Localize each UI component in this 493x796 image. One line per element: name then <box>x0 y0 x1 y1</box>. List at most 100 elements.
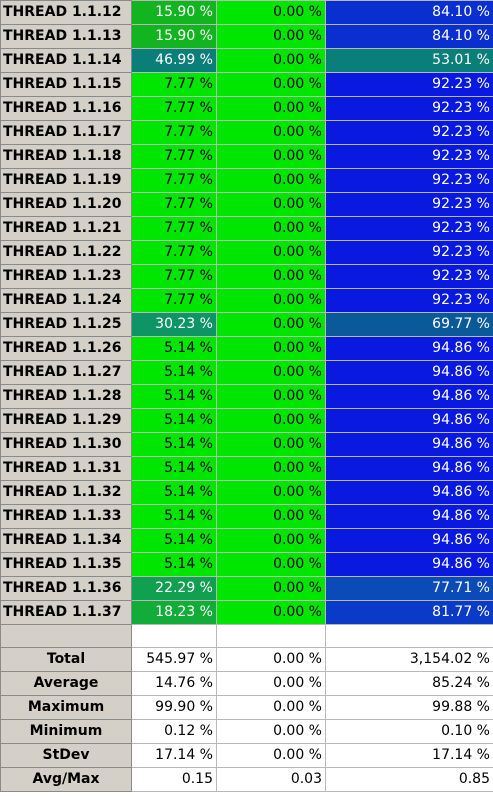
table-row[interactable]: THREAD 1.1.28 5.14 % 0.00 % 94.86 % <box>0 384 493 409</box>
thread-name: THREAD 1.1.22 <box>0 240 132 265</box>
cell-col3: 94.86 % <box>325 504 493 529</box>
thread-name: THREAD 1.1.23 <box>0 264 132 289</box>
table-row[interactable]: THREAD 1.1.30 5.14 % 0.00 % 94.86 % <box>0 432 493 457</box>
cell-col3: 77.71 % <box>325 576 493 601</box>
cell-col3: 94.86 % <box>325 552 493 577</box>
cell-col1: 7.77 % <box>131 72 217 97</box>
thread-name: THREAD 1.1.36 <box>0 576 132 601</box>
table-row[interactable]: THREAD 1.1.15 7.77 % 0.00 % 92.23 % <box>0 72 493 97</box>
cell-col3: 94.86 % <box>325 408 493 433</box>
thread-name: THREAD 1.1.14 <box>0 48 132 73</box>
summary-label: Total <box>0 647 132 672</box>
spacer-cell <box>131 624 217 648</box>
cell-col1: 7.77 % <box>131 120 217 145</box>
table-row[interactable]: THREAD 1.1.33 5.14 % 0.00 % 94.86 % <box>0 504 493 529</box>
summary-label: Average <box>0 671 132 696</box>
thread-name: THREAD 1.1.21 <box>0 216 132 241</box>
summary-row: Maximum 99.90 % 0.00 % 99.88 % <box>0 695 493 720</box>
cell-col2: 0.00 % <box>216 600 326 625</box>
table-row[interactable]: THREAD 1.1.20 7.77 % 0.00 % 92.23 % <box>0 192 493 217</box>
spacer-cell <box>325 624 493 648</box>
thread-name: THREAD 1.1.35 <box>0 552 132 577</box>
cell-col2: 0.00 % <box>216 48 326 73</box>
table-row[interactable]: THREAD 1.1.19 7.77 % 0.00 % 92.23 % <box>0 168 493 193</box>
cell-col2: 0.00 % <box>216 384 326 409</box>
cell-col2: 0.00 % <box>216 528 326 553</box>
summary-c1: 17.14 % <box>131 743 217 768</box>
thread-name: THREAD 1.1.31 <box>0 456 132 481</box>
summary-row: StDev 17.14 % 0.00 % 17.14 % <box>0 743 493 768</box>
table-row[interactable]: THREAD 1.1.23 7.77 % 0.00 % 92.23 % <box>0 264 493 289</box>
cell-col3: 92.23 % <box>325 240 493 265</box>
cell-col3: 94.86 % <box>325 360 493 385</box>
table-row[interactable]: THREAD 1.1.18 7.77 % 0.00 % 92.23 % <box>0 144 493 169</box>
summary-row: Total 545.97 % 0.00 % 3,154.02 % <box>0 647 493 672</box>
cell-col2: 0.00 % <box>216 408 326 433</box>
summary-rows: Total 545.97 % 0.00 % 3,154.02 % Average 14.7… <box>0 647 493 792</box>
thread-name: THREAD 1.1.13 <box>0 24 132 49</box>
thread-name: THREAD 1.1.33 <box>0 504 132 529</box>
table-row[interactable]: THREAD 1.1.21 7.77 % 0.00 % 92.23 % <box>0 216 493 241</box>
table-row[interactable]: THREAD 1.1.34 5.14 % 0.00 % 94.86 % <box>0 528 493 553</box>
thread-name: THREAD 1.1.19 <box>0 168 132 193</box>
cell-col2: 0.00 % <box>216 312 326 337</box>
table-row[interactable]: THREAD 1.1.31 5.14 % 0.00 % 94.86 % <box>0 456 493 481</box>
cell-col1: 5.14 % <box>131 480 217 505</box>
cell-col3: 81.77 % <box>325 600 493 625</box>
table-row[interactable]: THREAD 1.1.24 7.77 % 0.00 % 92.23 % <box>0 288 493 313</box>
spacer-cell <box>0 624 132 648</box>
summary-c2: 0.00 % <box>216 695 326 720</box>
summary-label: Minimum <box>0 719 132 744</box>
table-row[interactable]: THREAD 1.1.14 46.99 % 0.00 % 53.01 % <box>0 48 493 73</box>
cell-col3: 92.23 % <box>325 72 493 97</box>
table-row[interactable]: THREAD 1.1.17 7.77 % 0.00 % 92.23 % <box>0 120 493 145</box>
cell-col3: 92.23 % <box>325 288 493 313</box>
cell-col3: 92.23 % <box>325 120 493 145</box>
table-row[interactable]: THREAD 1.1.27 5.14 % 0.00 % 94.86 % <box>0 360 493 385</box>
thread-name: THREAD 1.1.26 <box>0 336 132 361</box>
table-row[interactable]: THREAD 1.1.35 5.14 % 0.00 % 94.86 % <box>0 552 493 577</box>
cell-col1: 5.14 % <box>131 408 217 433</box>
cell-col1: 5.14 % <box>131 456 217 481</box>
summary-row: Average 14.76 % 0.00 % 85.24 % <box>0 671 493 696</box>
table-row[interactable]: THREAD 1.1.32 5.14 % 0.00 % 94.86 % <box>0 480 493 505</box>
spacer-row <box>0 624 493 648</box>
thread-name: THREAD 1.1.17 <box>0 120 132 145</box>
thread-name: THREAD 1.1.27 <box>0 360 132 385</box>
cell-col2: 0.00 % <box>216 576 326 601</box>
thread-name: THREAD 1.1.29 <box>0 408 132 433</box>
cell-col1: 22.29 % <box>131 576 217 601</box>
summary-c1: 14.76 % <box>131 671 217 696</box>
table-row[interactable]: THREAD 1.1.25 30.23 % 0.00 % 69.77 % <box>0 312 493 337</box>
table-row[interactable]: THREAD 1.1.12 15.90 % 0.00 % 84.10 % <box>0 0 493 25</box>
cell-col1: 7.77 % <box>131 288 217 313</box>
thread-name: THREAD 1.1.16 <box>0 96 132 121</box>
cell-col2: 0.00 % <box>216 552 326 577</box>
summary-c3: 0.10 % <box>325 719 493 744</box>
cell-col1: 15.90 % <box>131 24 217 49</box>
cell-col1: 5.14 % <box>131 336 217 361</box>
table-row[interactable]: THREAD 1.1.26 5.14 % 0.00 % 94.86 % <box>0 336 493 361</box>
summary-c2: 0.03 <box>216 767 326 792</box>
table-row[interactable]: THREAD 1.1.36 22.29 % 0.00 % 77.71 % <box>0 576 493 601</box>
thread-name: THREAD 1.1.18 <box>0 144 132 169</box>
thread-name: THREAD 1.1.15 <box>0 72 132 97</box>
cell-col2: 0.00 % <box>216 168 326 193</box>
table-row[interactable]: THREAD 1.1.13 15.90 % 0.00 % 84.10 % <box>0 24 493 49</box>
summary-c2: 0.00 % <box>216 647 326 672</box>
cell-col3: 92.23 % <box>325 144 493 169</box>
table-row[interactable]: THREAD 1.1.29 5.14 % 0.00 % 94.86 % <box>0 408 493 433</box>
cell-col2: 0.00 % <box>216 288 326 313</box>
cell-col3: 92.23 % <box>325 96 493 121</box>
table-row[interactable]: THREAD 1.1.16 7.77 % 0.00 % 92.23 % <box>0 96 493 121</box>
cell-col1: 15.90 % <box>131 0 217 25</box>
summary-label: Avg/Max <box>0 767 132 792</box>
cell-col2: 0.00 % <box>216 120 326 145</box>
cell-col3: 84.10 % <box>325 24 493 49</box>
thread-name: THREAD 1.1.32 <box>0 480 132 505</box>
cell-col2: 0.00 % <box>216 240 326 265</box>
table-row[interactable]: THREAD 1.1.37 18.23 % 0.00 % 81.77 % <box>0 600 493 625</box>
summary-label: Maximum <box>0 695 132 720</box>
table-row[interactable]: THREAD 1.1.22 7.77 % 0.00 % 92.23 % <box>0 240 493 265</box>
cell-col2: 0.00 % <box>216 432 326 457</box>
